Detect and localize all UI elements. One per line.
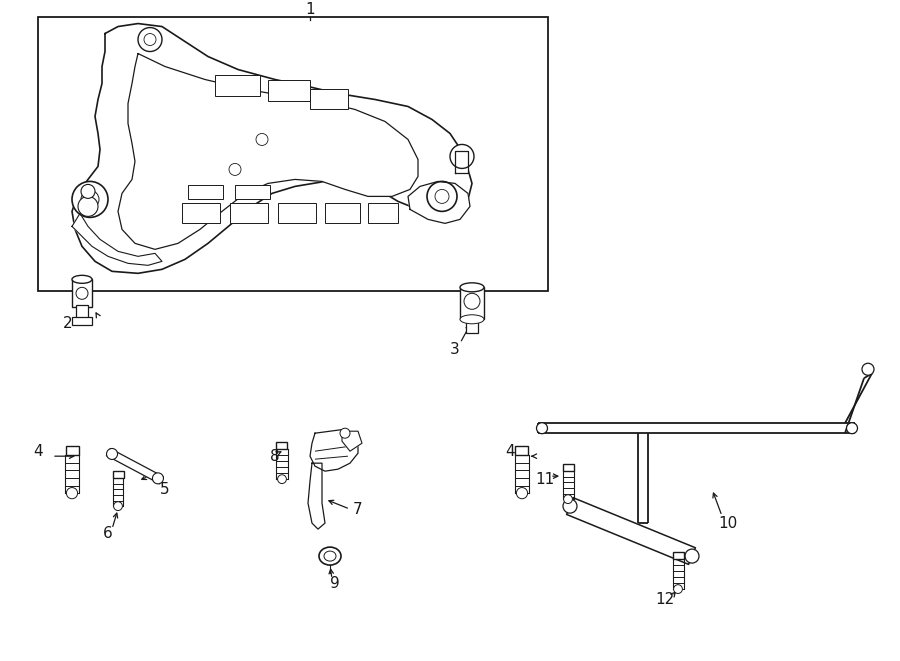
Bar [188, 185, 223, 200]
Ellipse shape [460, 315, 484, 324]
Circle shape [138, 28, 162, 52]
Text: 10: 10 [718, 516, 738, 531]
Bar [268, 79, 310, 102]
Polygon shape [106, 449, 164, 484]
Circle shape [847, 422, 858, 434]
Bar [310, 89, 348, 110]
Text: 11: 11 [536, 472, 554, 486]
Circle shape [685, 549, 699, 563]
Ellipse shape [319, 547, 341, 565]
Ellipse shape [324, 551, 336, 561]
Circle shape [113, 502, 122, 510]
Bar [516, 446, 528, 455]
Circle shape [862, 364, 874, 375]
Text: 4: 4 [33, 444, 43, 459]
Bar [76, 305, 88, 319]
Circle shape [340, 428, 350, 438]
Bar [215, 75, 260, 97]
Text: 5: 5 [160, 482, 170, 496]
Bar [112, 471, 123, 478]
Circle shape [673, 585, 682, 594]
Ellipse shape [460, 283, 484, 292]
Text: 7: 7 [353, 502, 363, 517]
Polygon shape [455, 151, 468, 173]
Bar [182, 204, 220, 223]
Bar [672, 552, 683, 559]
Polygon shape [72, 214, 162, 265]
Bar [276, 442, 287, 449]
Polygon shape [308, 463, 325, 529]
Polygon shape [310, 429, 358, 471]
Circle shape [517, 488, 527, 499]
Bar [460, 288, 484, 319]
Text: 4: 4 [505, 444, 515, 459]
Circle shape [277, 475, 286, 484]
Circle shape [76, 288, 88, 299]
Circle shape [78, 196, 98, 216]
Polygon shape [342, 431, 362, 451]
Circle shape [427, 181, 457, 212]
Text: 9: 9 [330, 576, 340, 590]
Circle shape [81, 184, 95, 198]
Circle shape [563, 494, 572, 504]
Circle shape [67, 488, 77, 499]
Circle shape [536, 422, 547, 434]
Bar [368, 204, 398, 223]
Circle shape [72, 181, 108, 217]
Circle shape [435, 190, 449, 204]
Circle shape [144, 34, 156, 46]
Bar [466, 317, 478, 333]
Text: 6: 6 [104, 525, 112, 541]
Polygon shape [118, 54, 418, 249]
Circle shape [106, 448, 118, 459]
Bar [66, 446, 78, 455]
Text: 12: 12 [655, 592, 675, 607]
Bar [72, 317, 92, 325]
Bar [72, 280, 92, 307]
Bar [38, 17, 548, 292]
Bar [325, 204, 360, 223]
Text: 8: 8 [270, 449, 280, 463]
Circle shape [450, 145, 474, 169]
Text: 3: 3 [450, 342, 460, 357]
Text: 1: 1 [305, 2, 315, 17]
Bar [562, 464, 573, 471]
Polygon shape [408, 181, 470, 223]
Ellipse shape [72, 276, 92, 284]
Bar [235, 185, 270, 200]
Circle shape [563, 499, 577, 513]
Circle shape [229, 163, 241, 175]
Bar [230, 204, 268, 223]
Polygon shape [567, 498, 696, 564]
Bar [278, 204, 316, 223]
Polygon shape [72, 24, 472, 274]
Text: 2: 2 [63, 316, 73, 330]
Circle shape [256, 134, 268, 145]
Circle shape [464, 293, 480, 309]
Circle shape [152, 473, 164, 484]
Circle shape [81, 190, 99, 208]
